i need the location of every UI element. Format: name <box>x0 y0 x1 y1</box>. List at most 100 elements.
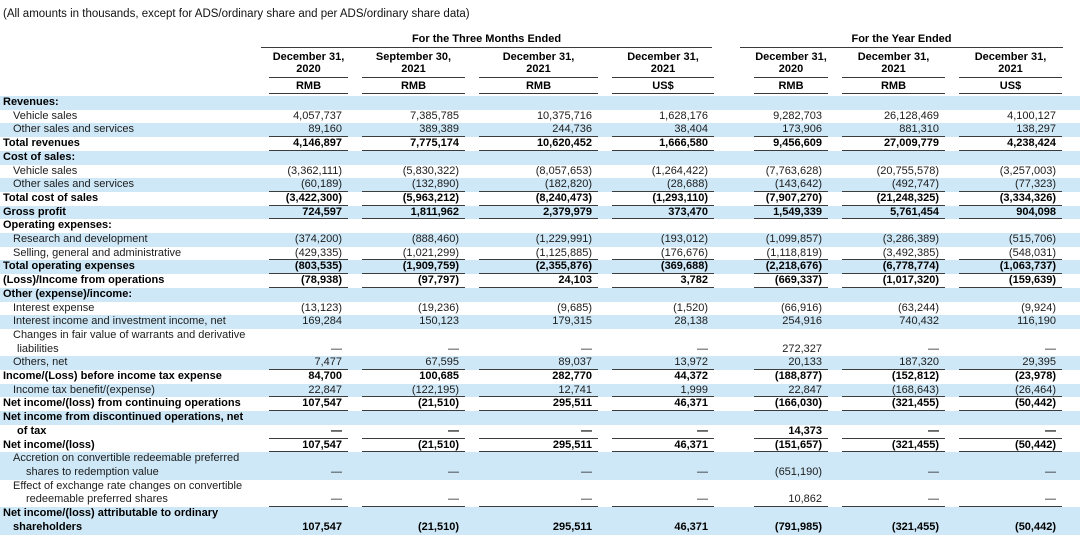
value-cell: (651,190) <box>740 465 828 480</box>
row-label: Net income/(loss) from continuing operat… <box>3 397 241 410</box>
cell-value <box>479 411 598 425</box>
value-cell <box>945 96 1080 110</box>
date-header: December 31, 2020 <box>269 48 348 78</box>
cell-value: 7,775,174 <box>362 137 465 151</box>
value-cell: (3,362,111) <box>255 165 348 179</box>
cell-value: 4,146,897 <box>269 137 348 151</box>
cell-value: 904,098 <box>959 206 1063 220</box>
year-line: 2020 <box>296 63 321 75</box>
value-cell <box>828 452 945 466</box>
value-cell: (1,125,885) <box>465 247 598 261</box>
value-cell <box>598 96 714 110</box>
value-cell: — <box>465 343 598 357</box>
cell-value <box>269 219 348 233</box>
cell-value: (152,812) <box>891 370 939 383</box>
value-cell <box>740 480 828 494</box>
value-cell: 1,628,176 <box>598 110 714 124</box>
value-cell: 3,782 <box>598 274 714 288</box>
label-column-spacer <box>0 48 255 78</box>
cell-value <box>362 288 465 302</box>
value-cell <box>348 411 465 425</box>
value-cell: (3,422,300) <box>255 192 348 206</box>
cell-value: 22,847 <box>754 384 828 398</box>
value-cell: (1,264,422) <box>598 165 714 179</box>
column-gap <box>714 383 740 398</box>
cell-value <box>362 507 465 521</box>
value-cell <box>740 329 828 343</box>
currency-header-row: RMB RMB RMB US$ RMB RMB US$ <box>0 78 1080 94</box>
date-header: December 31, 2020 <box>754 48 828 78</box>
row-label: Other (expense)/income: <box>3 287 132 300</box>
value-cell: 1,549,339 <box>740 205 828 220</box>
column-gap <box>714 110 740 124</box>
cell-value <box>754 329 828 343</box>
table-row: Research and development (374,200) (888,46… <box>0 233 1080 247</box>
date-line: December 31, <box>974 51 1047 63</box>
table-row: Income/(Loss) before income tax expense 8… <box>0 370 1080 384</box>
cell-value: 9,282,703 <box>773 109 822 122</box>
cell-value: — <box>479 493 598 508</box>
column-gap <box>714 78 740 94</box>
table-row: Net income from discontinued operations,… <box>0 411 1080 425</box>
cell-value <box>612 96 714 110</box>
currency-header: US$ <box>945 78 1080 94</box>
value-cell <box>255 287 348 302</box>
row-label: Research and development <box>13 233 148 246</box>
cell-value: (651,190) <box>774 466 822 478</box>
cell-value <box>612 452 714 466</box>
table-row: Other sales and services 89,160 389,389 244… <box>0 123 1080 138</box>
value-cell: 107,547 <box>255 520 348 535</box>
value-cell <box>255 150 348 165</box>
date-header: September 30, 2021 <box>362 48 465 78</box>
cell-value: — <box>581 342 592 355</box>
value-cell: 107,547 <box>255 439 348 453</box>
cell-value <box>612 151 714 165</box>
cell-value <box>959 507 1062 521</box>
row-label-cell: shares to redemption value <box>0 465 255 480</box>
cell-value: 389,389 <box>362 123 465 138</box>
cell-value <box>959 329 1062 343</box>
value-cell <box>598 411 714 425</box>
row-label-cell: Changes in fair value of warrants and de… <box>0 329 255 343</box>
cell-value: (374,200) <box>294 233 342 246</box>
value-cell: 107,547 <box>255 397 348 412</box>
value-cell <box>828 219 945 233</box>
value-cell <box>465 507 598 521</box>
cell-value: (548,031) <box>959 247 1063 261</box>
cell-value <box>362 411 465 425</box>
cell-value: (23,978) <box>1015 370 1057 383</box>
cell-value: 89,037 <box>479 356 598 371</box>
column-gap <box>714 356 740 371</box>
row-label-cell: Income tax benefit/(expense) <box>0 383 255 398</box>
cell-value: 179,315 <box>552 315 592 328</box>
value-cell: 44,372 <box>598 370 714 384</box>
value-cell: (548,031) <box>945 247 1080 261</box>
value-cell: (1,017,320) <box>828 274 945 288</box>
cell-value <box>479 288 598 302</box>
value-cell: — <box>598 343 714 357</box>
column-gap <box>714 370 740 384</box>
value-cell <box>740 452 828 466</box>
value-cell <box>945 507 1080 521</box>
cell-value: 46,371 <box>612 439 714 453</box>
value-cell: (182,820) <box>465 178 598 192</box>
value-cell: — <box>255 493 348 508</box>
value-cell: 7,775,174 <box>348 137 465 151</box>
cell-value: (1,264,422) <box>651 164 708 177</box>
column-gap <box>714 465 740 480</box>
cell-value: — <box>331 466 342 478</box>
row-label: Gross profit <box>3 205 66 218</box>
date-header: December 31, 2021 <box>959 48 1063 78</box>
value-cell <box>465 329 598 343</box>
value-cell: 389,389 <box>348 123 465 138</box>
cell-value: 10,620,452 <box>479 137 598 151</box>
value-cell: 10,375,716 <box>465 110 598 124</box>
value-cell: 13,972 <box>598 356 714 371</box>
value-cell <box>255 507 348 521</box>
cell-value: (176,676) <box>612 247 714 261</box>
value-cell: (1,229,991) <box>465 233 598 247</box>
cell-value: — <box>479 425 598 439</box>
cell-value: 740,432 <box>899 315 939 328</box>
cell-value: (122,195) <box>362 384 465 398</box>
